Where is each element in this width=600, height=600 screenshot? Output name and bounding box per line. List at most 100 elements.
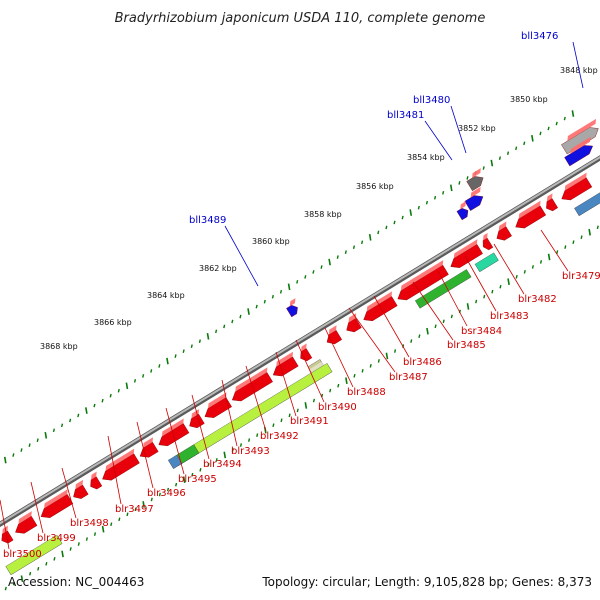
inner-tick <box>483 294 486 299</box>
forward-gene-leader <box>165 407 185 475</box>
forward-gene-arrow-top <box>208 392 227 409</box>
inner-tick <box>248 438 251 442</box>
outer-tick <box>20 448 23 452</box>
forward-gene-leader <box>437 270 468 327</box>
forward-gene-arrow <box>482 237 494 251</box>
outer-tick <box>117 388 120 393</box>
outer-tick <box>198 339 201 344</box>
forward-gene-arrow <box>346 317 362 333</box>
forward-gene-leader <box>107 435 122 505</box>
backbone-shadow <box>0 155 600 528</box>
inner-tick <box>507 278 510 286</box>
outer-tick <box>182 349 185 353</box>
outer-tick <box>77 413 80 418</box>
forward-gene-leader <box>136 421 154 489</box>
inner-tick <box>442 319 445 324</box>
forward-gene-arrow-top <box>453 239 478 259</box>
forward-gene-label: blr3479 <box>562 271 600 282</box>
forward-gene-arrow <box>158 423 190 447</box>
outer-tick <box>206 332 210 340</box>
inner-tick <box>572 240 575 244</box>
forward-gene-arrow-top <box>400 260 444 291</box>
forward-gene-arrow-top <box>564 172 587 191</box>
forward-gene-label: blr3496 <box>147 488 186 499</box>
outer-tick <box>344 250 347 254</box>
inner-tick <box>142 501 145 508</box>
genome-backbone <box>0 155 600 528</box>
inner-tick <box>93 532 97 536</box>
inner-tick <box>329 388 332 393</box>
inner-tick <box>150 497 153 502</box>
inner-tick <box>450 314 453 319</box>
inner-tick <box>77 542 80 546</box>
outer-tick <box>93 403 96 408</box>
inner-tick <box>182 476 186 483</box>
inner-tick <box>256 433 259 437</box>
inner-tick <box>29 571 32 576</box>
outer-tick <box>296 280 299 284</box>
inner-tick <box>207 463 210 467</box>
inner-tick <box>304 402 308 409</box>
reverse-gene-arrow <box>464 195 484 211</box>
forward-gene-label: blr3488 <box>347 387 386 398</box>
rna-feature-top <box>415 264 467 301</box>
reverse-strand-features <box>286 118 599 318</box>
outer-tick <box>328 258 331 266</box>
forward-gene-label: blr3497 <box>115 504 154 515</box>
outer-tick <box>442 190 445 195</box>
forward-gene-arrow <box>515 205 547 229</box>
reverse-gene-leader <box>450 105 467 154</box>
accession-text: Accession: NC_004463 <box>8 575 144 589</box>
outer-tick <box>563 116 566 121</box>
forward-gene-label: blr3485 <box>447 340 486 351</box>
reverse-gene-arrow-top <box>470 186 481 198</box>
forward-gene-label: blr3492 <box>260 431 299 442</box>
outer-tick <box>539 131 542 136</box>
outer-tick-track <box>3 110 575 464</box>
outer-tick <box>360 240 364 245</box>
rna-feature-top <box>574 187 600 209</box>
inner-tick <box>393 349 397 353</box>
scale-label: 3868 kbp <box>40 342 78 351</box>
forward-gene-labels: blr3479 blr3482 blr3483 bsr3484 blr3485 blr34… <box>0 229 600 560</box>
outer-tick <box>190 344 193 349</box>
outer-tick <box>36 438 39 443</box>
inner-tick <box>20 575 24 582</box>
forward-gene-label: bsr3484 <box>461 326 502 337</box>
forward-gene-arrow-top <box>546 193 553 202</box>
forward-gene-leader <box>464 255 497 312</box>
inner-tick-track <box>4 225 599 591</box>
outer-tick <box>393 220 396 225</box>
inner-tick <box>491 289 494 294</box>
forward-gene-arrow-top <box>235 367 268 392</box>
inner-tick <box>296 408 299 413</box>
scale-label: 3856 kbp <box>356 182 394 191</box>
inner-tick <box>434 324 437 329</box>
inner-tick <box>12 581 15 586</box>
forward-gene-arrow <box>1 530 14 544</box>
forward-gene-leader <box>245 365 267 432</box>
outer-tick <box>142 374 145 378</box>
outer-tick <box>279 289 283 294</box>
forward-gene-leader <box>221 379 238 447</box>
inner-tick <box>239 443 243 447</box>
outer-tick <box>101 398 104 403</box>
inner-tick <box>134 507 137 512</box>
forward-gene-label: blr3493 <box>231 446 270 457</box>
inner-tick <box>588 228 591 236</box>
rna-feature-top <box>168 449 178 461</box>
outer-tick <box>247 308 250 315</box>
outer-tick <box>12 453 15 457</box>
inner-tick <box>126 512 129 517</box>
outer-tick <box>52 428 56 433</box>
outer-tick <box>425 200 429 205</box>
inner-tick <box>499 284 502 289</box>
inner-tick <box>4 586 7 591</box>
scale-label: 3864 kbp <box>147 291 185 300</box>
forward-gene-arrow-top <box>75 479 84 490</box>
outer-tick <box>215 329 218 334</box>
outer-tick <box>158 364 161 368</box>
forward-gene-label: blr3490 <box>318 402 357 413</box>
outer-tick <box>506 151 510 156</box>
inner-tick <box>377 359 380 363</box>
